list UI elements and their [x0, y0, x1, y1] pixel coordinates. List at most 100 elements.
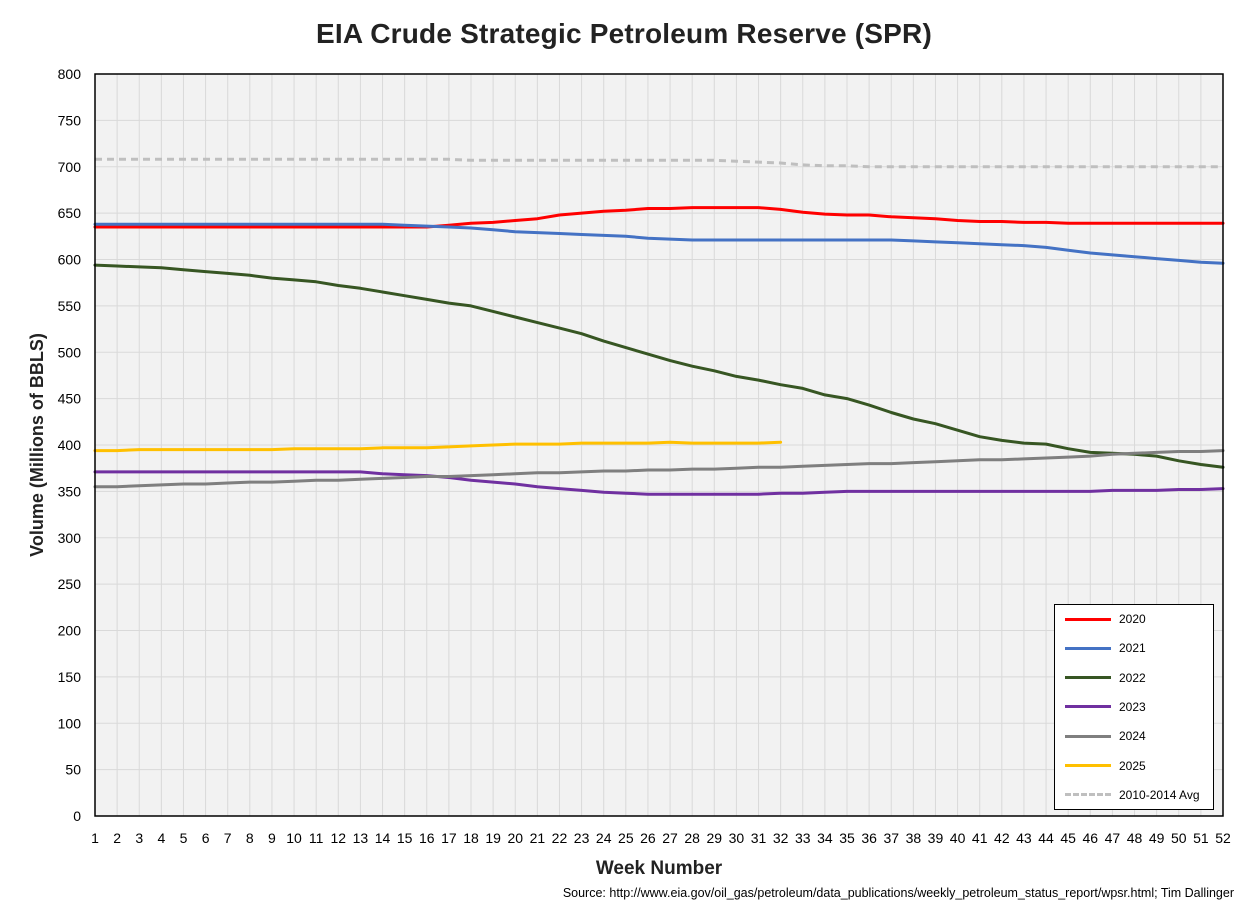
x-tick-labels: 1 2 3 4 5 6 7 8 9 10 11 12 13 14 15 16 17 18 19 20 21 22 23 24 2… — [91, 830, 1231, 846]
x-tick-label: 3 — [135, 830, 143, 846]
x-tick-label: 8 — [246, 830, 254, 846]
x-tick-label: 35 — [839, 830, 855, 846]
axes — [94, 73, 1224, 817]
y-tick-label: 250 — [58, 576, 82, 592]
x-tick-label: 19 — [485, 830, 501, 846]
legend-item: 2024 — [1065, 726, 1146, 746]
x-tick-label: 27 — [662, 830, 678, 846]
y-tick-label: 150 — [58, 669, 82, 685]
x-tick-label: 18 — [463, 830, 479, 846]
plot-border — [94, 73, 1224, 817]
x-tick-label: 50 — [1171, 830, 1187, 846]
x-tick-label: 48 — [1127, 830, 1143, 846]
series-line-2022 — [93, 263, 1225, 469]
legend-item: 2022 — [1065, 668, 1146, 688]
y-tick-label: 350 — [58, 483, 82, 499]
x-tick-label: 32 — [773, 830, 789, 846]
y-tick-label: 650 — [58, 205, 82, 221]
legend-swatch — [1065, 617, 1111, 621]
x-tick-label: 10 — [286, 830, 302, 846]
x-tick-label: 47 — [1105, 830, 1121, 846]
y-tick-label: 200 — [58, 623, 82, 639]
legend-label: 2020 — [1119, 612, 1146, 626]
series-line-2021 — [93, 222, 1225, 265]
x-tick-label: 17 — [441, 830, 457, 846]
legend-swatch — [1065, 734, 1111, 738]
x-tick-label: 5 — [180, 830, 188, 846]
x-tick-label: 51 — [1193, 830, 1209, 846]
legend-item: 2021 — [1065, 638, 1146, 658]
y-tick-label: 100 — [58, 715, 82, 731]
legend-label: 2025 — [1119, 758, 1146, 773]
y-tick-label: 500 — [58, 344, 82, 360]
legend-item: 2025 — [1065, 756, 1146, 776]
series-line-2010-2014-avg — [95, 157, 1223, 169]
legend-label: 2021 — [1119, 641, 1146, 656]
x-tick-label: 23 — [574, 830, 590, 846]
y-tick-label: 750 — [58, 112, 82, 128]
x-tick-label: 2 — [113, 830, 121, 846]
x-tick-label: 38 — [906, 830, 922, 846]
legend-item: 2010-2014 Avg — [1065, 785, 1200, 805]
x-tick-label: 16 — [419, 830, 435, 846]
y-tick-labels: 0 50 100 150 200 250 300 350 400 450 500 550 600 650 7… — [58, 66, 82, 824]
x-tick-label: 28 — [684, 830, 700, 846]
series-line-2024 — [93, 449, 1225, 489]
y-tick-label: 50 — [65, 762, 81, 778]
series-line-2023 — [93, 470, 1225, 496]
x-tick-label: 22 — [552, 830, 568, 846]
x-tick-label: 6 — [202, 830, 210, 846]
y-tick-label: 700 — [58, 159, 82, 175]
x-tick-label: 30 — [729, 830, 745, 846]
x-tick-label: 13 — [353, 830, 369, 846]
x-tick-label: 44 — [1038, 830, 1054, 846]
legend-swatch — [1065, 764, 1111, 767]
x-tick-label: 52 — [1215, 830, 1231, 846]
x-tick-label: 36 — [861, 830, 877, 846]
x-tick-label: 4 — [157, 830, 165, 846]
x-axis-title: Week Number — [596, 858, 723, 879]
y-tick-label: 550 — [58, 298, 82, 314]
legend-item: 2023 — [1065, 697, 1146, 717]
y-tick-label: 300 — [58, 530, 82, 546]
y-tick-label: 800 — [58, 66, 82, 82]
x-tick-label: 12 — [331, 830, 347, 846]
x-tick-label: 25 — [618, 830, 634, 846]
x-tick-label: 7 — [224, 830, 232, 846]
y-tick-label: 0 — [73, 808, 81, 824]
legend-label: 2010-2014 Avg — [1119, 787, 1200, 802]
legend-label: 2023 — [1119, 699, 1146, 714]
series-line-2020 — [93, 206, 1225, 229]
x-tick-label: 26 — [640, 830, 656, 846]
x-tick-label: 11 — [309, 830, 324, 846]
chart-title: EIA Crude Strategic Petroleum Reserve (S… — [316, 18, 932, 49]
x-tick-label: 1 — [91, 830, 99, 846]
x-tick-label: 43 — [1016, 830, 1032, 846]
x-tick-label: 29 — [707, 830, 723, 846]
x-tick-label: 46 — [1083, 830, 1099, 846]
legend-swatch — [1065, 705, 1111, 709]
x-tick-label: 15 — [397, 830, 413, 846]
chart-legend: 2020 2021 2022 2023 2024 2025 2010-2014 Avg — [1054, 604, 1214, 810]
x-tick-label: 45 — [1060, 830, 1076, 846]
x-tick-label: 20 — [507, 830, 523, 846]
legend-label: 2022 — [1119, 670, 1146, 685]
x-tick-label: 24 — [596, 830, 612, 846]
x-tick-label: 14 — [375, 830, 391, 846]
x-tick-label: 37 — [883, 830, 899, 846]
x-tick-label: 40 — [950, 830, 966, 846]
x-tick-label: 33 — [795, 830, 811, 846]
legend-swatch — [1065, 646, 1111, 650]
legend-swatch — [1065, 793, 1111, 797]
source-note: Source: http://www.eia.gov/oil_gas/petro… — [562, 886, 1234, 900]
y-tick-label: 450 — [58, 391, 82, 407]
x-tick-label: 39 — [928, 830, 944, 846]
x-tick-label: 41 — [972, 830, 988, 846]
x-tick-label: 31 — [751, 830, 767, 846]
legend-item: 2020 — [1065, 609, 1146, 629]
x-tick-label: 21 — [530, 830, 546, 846]
legend-swatch — [1065, 676, 1111, 680]
y-axis-title: Volume (Millions of BBLS) — [27, 333, 47, 557]
x-tick-label: 42 — [994, 830, 1010, 846]
